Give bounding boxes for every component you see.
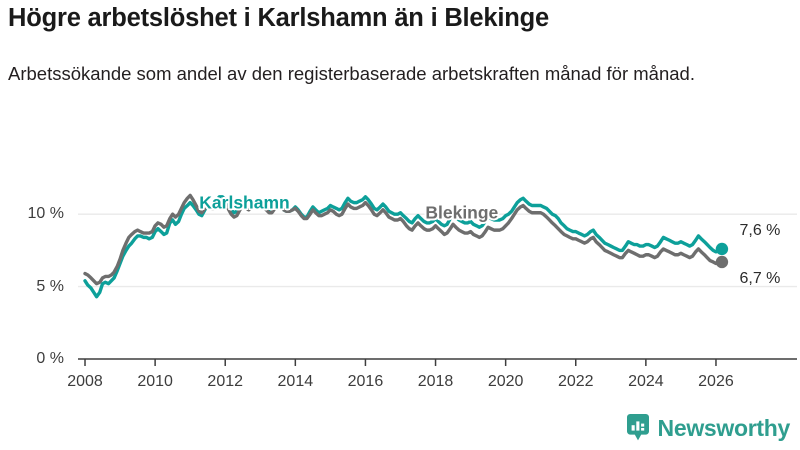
x-tick-label: 2026 [698, 373, 734, 390]
x-tick-label: 2008 [67, 373, 103, 390]
page-title: Högre arbetslöshet i Karlshamn än i Blek… [8, 4, 550, 32]
x-tick-label: 2014 [277, 373, 314, 390]
blekinge-end-value: 6,7 % [739, 270, 781, 288]
x-tick-label: 2024 [628, 373, 664, 390]
x-axis-ticks [84, 359, 717, 366]
y-tick-label: 5 % [36, 277, 64, 295]
blekinge-series-label: Blekinge [425, 202, 499, 223]
chart-subtitle: Arbetssökande som andel av den registerb… [8, 63, 695, 84]
y-tick-label: 0 % [36, 350, 64, 367]
logo-text: Newsworthy [657, 414, 791, 441]
newsworthy-logo[interactable]: Newsworthy [625, 414, 790, 442]
x-tick-label: 2020 [487, 373, 524, 390]
x-tick-label: 2012 [207, 373, 244, 390]
series-line-blekinge [83, 193, 724, 286]
series-line-karlshamn [83, 195, 724, 299]
series-endpoint-markers [715, 242, 729, 269]
x-tick-label: 2010 [137, 373, 173, 390]
x-tick-label: 2022 [557, 373, 594, 390]
series-paths [83, 193, 724, 299]
karlshamn-end-value: 7,6 % [739, 221, 781, 239]
x-tick-label: 2016 [347, 373, 384, 390]
y-tick-label: 10 % [27, 205, 64, 223]
gridlines [78, 213, 797, 360]
endpoint-marker-blekinge [715, 255, 729, 269]
bar-chart-bubble-icon [626, 414, 649, 441]
endpoint-marker-karlshamn [715, 242, 729, 256]
karlshamn-series-label: Karlshamn [199, 192, 290, 213]
x-tick-label: 2018 [417, 373, 454, 390]
